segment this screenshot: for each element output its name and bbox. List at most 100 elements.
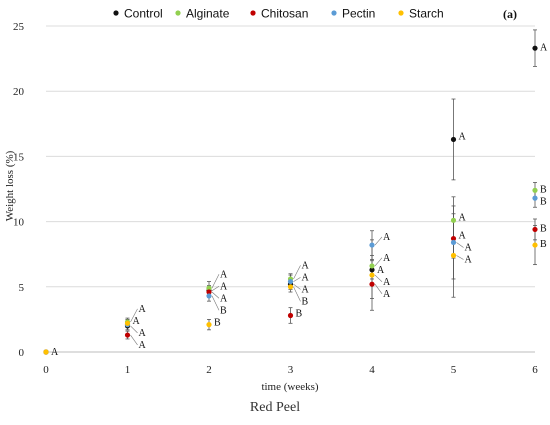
y-tick-label: 15 — [13, 151, 25, 163]
legend-label-alginate: Alginate — [186, 7, 230, 21]
label-leader — [130, 334, 138, 346]
significance-label: A — [377, 265, 385, 276]
x-tick-label: 4 — [369, 364, 375, 376]
significance-label: A — [139, 328, 147, 339]
x-tick-label: 0 — [43, 364, 49, 376]
tick-labels: 0 5 10 15 20 25 0 1 2 3 4 5 6 — [13, 21, 538, 376]
point-alginate — [206, 285, 212, 291]
x-axis-title: time (weeks) — [261, 381, 318, 393]
label-leader-lines — [130, 236, 464, 346]
x-tick-label: 3 — [288, 364, 294, 376]
point-control — [450, 136, 457, 143]
significance-label: B — [220, 305, 227, 316]
gridlines — [46, 25, 535, 288]
significance-label: A — [459, 131, 467, 142]
label-leader — [374, 284, 383, 294]
figure-caption: Red Peel — [249, 400, 301, 415]
legend-label-chitosan: Chitosan — [261, 7, 308, 21]
label-leader — [456, 255, 464, 260]
label-leader — [456, 242, 464, 248]
point-chitosan — [369, 281, 375, 287]
significance-label: A — [133, 316, 141, 327]
label-leader — [374, 236, 383, 246]
significance-label: A — [383, 277, 391, 288]
label-leader — [293, 277, 301, 282]
point-pectin — [450, 239, 457, 246]
significance-label: A — [51, 347, 59, 358]
point-alginate — [532, 187, 538, 193]
label-leader — [211, 295, 220, 311]
significance-label: A — [383, 289, 391, 300]
significance-label: A — [220, 293, 228, 304]
y-tick-label: 20 — [13, 86, 25, 98]
significance-label: A — [465, 255, 473, 266]
significance-label: B — [214, 317, 221, 328]
significance-label: B — [540, 239, 547, 250]
significance-label: B — [296, 308, 303, 319]
legend-marker-pectin — [331, 10, 337, 16]
point-starch — [287, 284, 294, 290]
legend-label-starch: Starch — [409, 7, 444, 21]
significance-label: A — [302, 260, 310, 271]
y-axis-title: Weight loss (%) — [4, 150, 16, 221]
legend-marker-chitosan — [250, 10, 256, 16]
significance-label: A — [459, 212, 467, 223]
point-control — [532, 45, 538, 51]
point-pectin — [532, 195, 538, 201]
point-chitosan — [124, 332, 131, 338]
legend-marker-control — [113, 10, 119, 16]
point-pectin — [287, 278, 294, 285]
label-leader — [374, 257, 383, 267]
y-tick-label: 0 — [19, 347, 25, 359]
point-chitosan — [532, 226, 538, 233]
data-points — [43, 45, 538, 355]
significance-label: B — [540, 196, 547, 207]
legend-label-pectin: Pectin — [342, 7, 375, 21]
label-leader — [211, 286, 220, 291]
significance-label: A — [383, 232, 391, 243]
point-alginate — [450, 217, 457, 223]
significance-label: B — [540, 224, 547, 235]
point-starch — [450, 252, 457, 259]
label-leader — [293, 286, 301, 302]
label-leader — [130, 308, 138, 323]
significance-label: A — [302, 272, 310, 283]
legend-marker-starch — [398, 10, 404, 16]
label-leader — [211, 274, 220, 289]
significance-label: A — [139, 304, 147, 315]
significance-label: A — [139, 340, 147, 351]
label-leader — [374, 274, 383, 283]
significance-label: A — [540, 42, 548, 53]
significance-label: B — [302, 296, 309, 307]
y-tick-label: 10 — [13, 217, 25, 229]
legend-label-control: Control — [124, 7, 163, 21]
significance-label: A — [459, 231, 467, 242]
x-tick-label: 2 — [206, 364, 212, 376]
label-leader — [211, 291, 220, 299]
point-control — [369, 267, 375, 273]
point-starch — [206, 322, 212, 328]
label-leader — [130, 325, 138, 334]
point-pectin — [369, 242, 375, 248]
legend: Control Alginate Chitosan Pectin Starch — [113, 7, 444, 21]
point-pectin — [206, 293, 212, 299]
point-alginate — [369, 263, 375, 269]
x-tick-label: 6 — [532, 364, 538, 376]
significance-label: A — [220, 281, 228, 292]
significance-label: A — [220, 269, 228, 280]
panel-label: (a) — [503, 7, 517, 21]
legend-marker-alginate — [175, 10, 181, 16]
label-leader — [293, 283, 301, 290]
y-tick-label: 25 — [13, 21, 25, 33]
point-starch — [532, 242, 538, 248]
significance-label: B — [540, 184, 547, 195]
point-chitosan — [287, 312, 294, 319]
significance-label: A — [465, 243, 473, 254]
significance-label: A — [302, 284, 310, 295]
point-chitosan — [450, 235, 457, 242]
error-bars — [125, 29, 537, 340]
significance-label: A — [383, 253, 391, 264]
point-starch — [124, 320, 131, 326]
